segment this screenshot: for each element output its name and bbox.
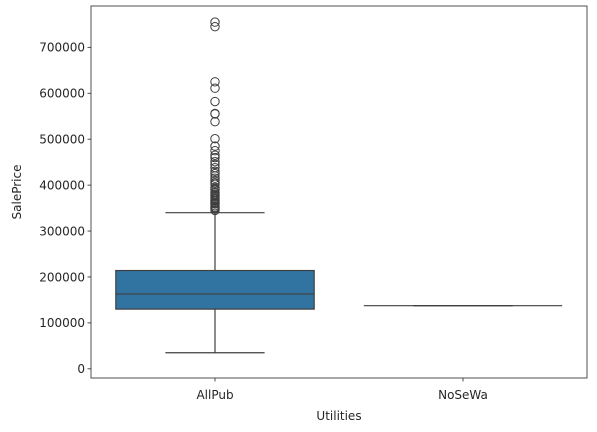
y-tick-label: 500000 — [39, 132, 85, 146]
outlier-point — [210, 117, 220, 127]
outlier-point — [210, 96, 220, 107]
y-axis-label: SalePrice — [10, 165, 24, 220]
outlier-point — [210, 159, 220, 170]
x-axis: AllPub NoSeWa — [196, 378, 488, 402]
y-tick-label: 700000 — [39, 41, 85, 55]
outlier-point — [210, 150, 220, 160]
outlier-point — [210, 77, 220, 87]
outlier-point — [210, 182, 220, 193]
outlier-point — [210, 173, 220, 183]
box-iqr — [115, 269, 315, 310]
x-tick-label: AllPub — [196, 388, 233, 402]
y-tick-label: 600000 — [39, 87, 85, 101]
outlier-point — [210, 141, 220, 151]
box-group-allpub — [115, 17, 315, 354]
plot-area — [115, 17, 563, 354]
axes-frame — [90, 5, 588, 379]
y-tick-label: 200000 — [39, 270, 85, 284]
y-tick-label: 0 — [77, 362, 85, 376]
outlier-point — [210, 83, 220, 93]
outlier-point — [210, 162, 220, 173]
y-tick-label: 300000 — [39, 224, 85, 238]
x-axis-label: Utilities — [316, 409, 361, 423]
outlier-point — [210, 178, 220, 188]
outlier-point — [210, 152, 220, 163]
y-tick-label: 100000 — [39, 316, 85, 330]
outlier-point — [210, 108, 220, 119]
outlier-point — [210, 134, 220, 144]
outlier-point — [210, 166, 220, 177]
outlier-point — [210, 145, 220, 156]
outlier-point — [210, 168, 220, 179]
y-axis: 0 100000 200000 300000 400000 500000 600000 700… — [39, 41, 91, 376]
y-tick-label: 400000 — [39, 178, 85, 192]
outlier-point — [210, 187, 220, 197]
outlier-point — [210, 21, 220, 32]
outlier-point — [210, 175, 220, 186]
outlier-point — [210, 156, 220, 167]
outlier-point — [210, 17, 220, 27]
x-tick-label: NoSeWa — [438, 388, 488, 402]
